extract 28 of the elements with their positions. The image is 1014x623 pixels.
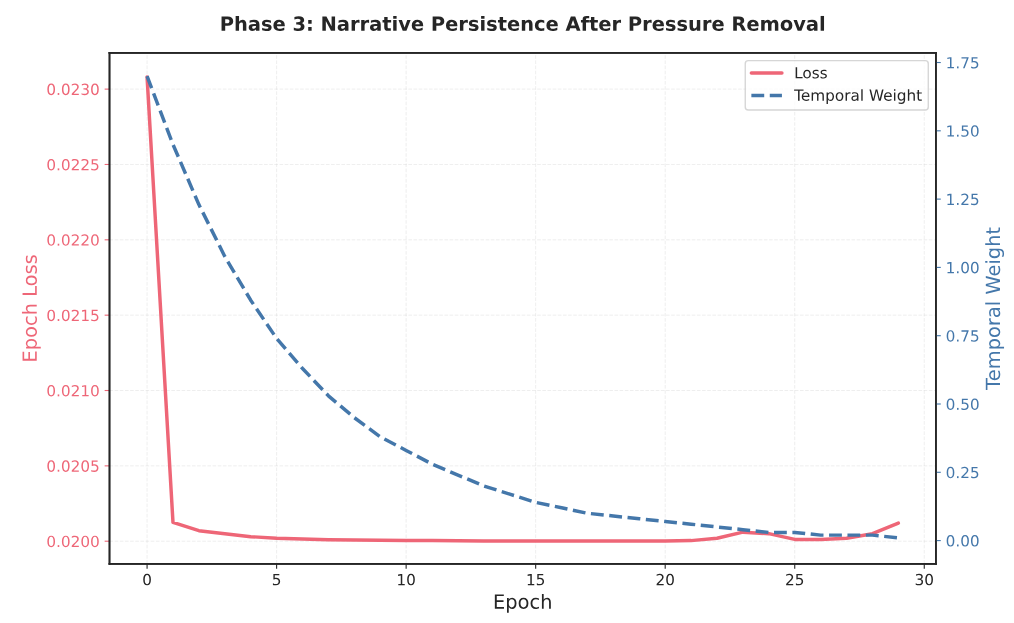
y-tick-label: 0.0225 — [47, 158, 99, 171]
x-tick-label: 0 — [143, 573, 151, 586]
chart-title: Phase 3: Narrative Persistence After Pressure Removal — [221, 15, 825, 32]
y2-tick-label: 0.50 — [946, 398, 979, 411]
x-tick-label: 20 — [656, 573, 674, 586]
y-tick-label: 0.0210 — [47, 384, 99, 397]
y-axis-title: Epoch Loss — [21, 255, 41, 361]
x-tick-label: 15 — [527, 574, 545, 586]
y2-tick-label: 0.75 — [946, 330, 979, 342]
y-tick-label: 0.0215 — [47, 309, 99, 322]
x-axis-title: Epoch — [494, 593, 551, 613]
y-tick-label: 0.0220 — [47, 234, 99, 246]
y2-tick-label: 0.25 — [946, 466, 979, 479]
y-tick-label: 0.0230 — [47, 83, 99, 96]
y-tick-label: 0.0200 — [47, 535, 99, 548]
y2-tick-label: 1.75 — [947, 57, 979, 69]
x-tick-label: 5 — [272, 574, 281, 586]
legend-label: Loss — [795, 67, 827, 79]
x-tick-label: 30 — [915, 573, 933, 586]
y2-tick-label: 1.50 — [947, 125, 979, 137]
legend-label: Temporal Weight — [794, 89, 922, 104]
y2-tick-label: 0.00 — [946, 535, 979, 547]
y2-tick-label: 1.25 — [947, 193, 979, 206]
x-tick-label: 25 — [786, 573, 804, 586]
y2-axis-title: Temporal Weight — [985, 227, 1005, 390]
y2-tick-label: 1.00 — [947, 261, 979, 274]
y-tick-label: 0.0205 — [47, 460, 99, 472]
x-tick-label: 10 — [398, 573, 415, 586]
